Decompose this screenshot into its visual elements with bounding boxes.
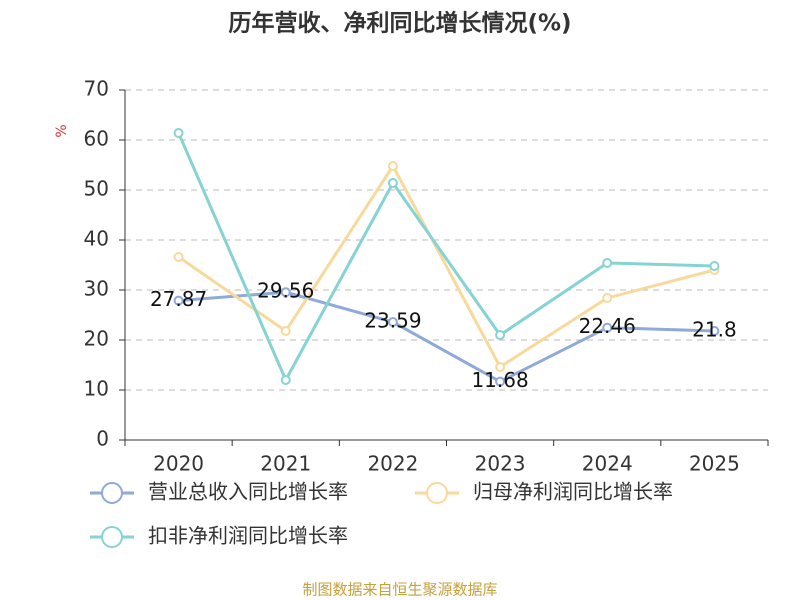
series-line	[177, 163, 715, 370]
x-tick-label: 2023	[475, 452, 526, 476]
data-point	[495, 330, 506, 340]
data-label: 21.8	[692, 318, 737, 342]
data-point	[709, 326, 720, 336]
data-point	[173, 128, 184, 138]
legend-label: 归母净利润同比增长率	[473, 480, 673, 504]
data-label: 27.87	[150, 287, 207, 311]
data-point	[495, 376, 506, 387]
y-axis-label: %	[54, 124, 70, 137]
x-tick-label: 2024	[582, 452, 633, 476]
x-tick-label: 2025	[689, 452, 740, 476]
y-tick-label: 40	[84, 227, 109, 251]
x-tick-label: 2021	[260, 452, 311, 476]
source-note: 制图数据来自恒生聚源数据库	[302, 581, 497, 599]
series-line	[177, 132, 715, 384]
y-tick-label: 20	[84, 327, 109, 351]
data-point	[173, 252, 184, 262]
data-label: 29.56	[257, 279, 314, 303]
data-point	[602, 322, 613, 333]
y-tick-label: 60	[84, 127, 109, 151]
data-point	[280, 375, 291, 385]
data-point	[709, 261, 720, 271]
data-label: 11.68	[471, 368, 528, 392]
y-tick-label: 50	[84, 177, 109, 201]
chart-title: 历年营收、净利同比增长情况(%)	[228, 10, 571, 37]
data-point	[602, 258, 613, 268]
legend-icon	[101, 482, 123, 504]
legend-label: 营业总收入同比增长率	[148, 480, 348, 504]
data-label: 23.59	[364, 309, 421, 333]
data-label: 22.46	[579, 314, 636, 338]
data-point	[387, 161, 398, 171]
legend-icon	[426, 482, 448, 504]
series-line	[178, 290, 715, 384]
data-point	[387, 178, 398, 188]
y-tick-label: 0	[96, 427, 109, 451]
data-point	[495, 362, 506, 372]
data-point	[280, 326, 291, 336]
y-tick-label: 70	[84, 77, 109, 101]
data-point	[280, 287, 291, 298]
legend-label: 扣非净利润同比增长率	[148, 524, 348, 548]
legend-icon	[101, 526, 123, 548]
x-tick-label: 2020	[153, 452, 204, 476]
data-point	[602, 293, 613, 303]
y-tick-label: 10	[84, 377, 109, 401]
x-tick-label: 2022	[367, 452, 418, 476]
y-tick-label: 30	[84, 277, 109, 301]
data-point	[173, 295, 184, 306]
data-point	[387, 317, 398, 328]
